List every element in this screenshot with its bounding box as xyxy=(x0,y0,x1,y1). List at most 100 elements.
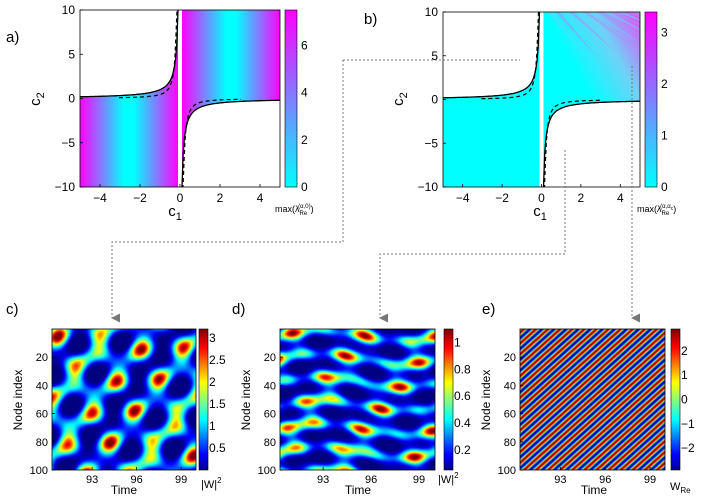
c-x-tick-label: 99 xyxy=(175,474,187,486)
panel-a-colorbar-ticks: 0 2 4 6 xyxy=(301,38,308,194)
panel-b-y-ticks: −10 −5 0 5 10 xyxy=(418,5,446,194)
panel-a-x-axis-label: c1 xyxy=(168,203,182,223)
panel-b-streaks xyxy=(548,12,640,60)
panel-a-label: a) xyxy=(6,29,19,46)
d-colorbar-tick-label: 0.8 xyxy=(454,362,471,376)
a-y-tick-label: 5 xyxy=(68,47,75,61)
panel-e-colorbar-ticks: −2 −1 0 1 2 xyxy=(681,344,695,455)
b-x-tick-label: 2 xyxy=(578,191,585,205)
b-y-tick-label: −10 xyxy=(418,180,439,194)
b-y-tick-label: −5 xyxy=(424,136,438,150)
e-y-tick-label: 100 xyxy=(498,465,516,477)
panel-d-y-axis-label: Node index xyxy=(239,370,253,431)
panel-d-colorbar-ticks: 0.2 0.4 0.6 0.8 1 xyxy=(454,335,471,456)
b-x-tick-label: 0 xyxy=(538,191,545,205)
e-y-tick-label: 60 xyxy=(504,409,516,421)
panel-a-unstable-region-lower-left xyxy=(80,10,178,187)
panel-c-x-axis-label: Time xyxy=(111,483,138,496)
d-colorbar-tick-label: 0.6 xyxy=(454,389,471,403)
c-colorbar-tick-label: 2 xyxy=(209,375,216,389)
panel-b-x-ticks: −4 −2 0 2 4 xyxy=(456,184,624,205)
panel-a-colorbar xyxy=(284,9,298,188)
a-x-tick-label: 2 xyxy=(217,191,224,205)
panel-a-y-ticks: −10 −5 0 5 10 xyxy=(55,3,83,194)
panel-a-boundary-curve-upper xyxy=(80,10,179,98)
c-colorbar-tick-label: 0.5 xyxy=(209,441,226,455)
panel-b-dashed-curve-upper xyxy=(481,12,541,100)
d-x-tick-label: 96 xyxy=(365,474,377,486)
panel-b-label: b) xyxy=(364,11,377,28)
panel-b-unstable-region-lower-left xyxy=(443,12,540,187)
a-y-tick-label: 10 xyxy=(62,3,76,17)
c-colorbar-tick-label: 3 xyxy=(209,331,216,345)
panel-d-heatmap xyxy=(280,329,435,470)
panel-d-x-ticks: 93 96 99 xyxy=(317,467,425,486)
panel-c-heatmap xyxy=(52,329,196,470)
panel-a-x-ticks: −4 −2 0 2 4 xyxy=(93,184,264,205)
e-y-tick-label: 20 xyxy=(504,352,516,364)
panel-b-streak xyxy=(562,12,608,56)
b-colorbar-tick-label: 0 xyxy=(661,180,668,194)
b-x-tick-label: 4 xyxy=(617,191,624,205)
connector-to-panel-d xyxy=(379,150,566,323)
panel-e-plot-frame xyxy=(519,328,666,471)
panel-a-dashed-curve-upper xyxy=(119,10,179,99)
panel-b-y-axis-label: c2 xyxy=(390,92,410,106)
panel-a-bifurcation-map: a) −4 −2 0 2 4 −10 −5 0 5 10 c1 c2 0 2 4 6 max(λRe(… xyxy=(6,3,314,223)
panel-b-streak xyxy=(569,12,618,54)
panel-b-streak xyxy=(583,12,638,50)
panel-d-space-time-plot: d) 93 96 99 20 40 60 80 100 Time Node index 0.… xyxy=(232,301,471,496)
c-y-tick-label: 100 xyxy=(30,465,48,477)
panel-b-streak xyxy=(590,12,640,44)
d-x-tick-label: 93 xyxy=(317,474,329,486)
d-y-tick-label: 20 xyxy=(264,352,276,364)
panel-d-label: d) xyxy=(232,301,245,318)
e-colorbar-tick-label: −2 xyxy=(681,441,695,455)
d-y-tick-label: 60 xyxy=(264,409,276,421)
e-colorbar-tick-label: 2 xyxy=(681,344,688,358)
a-y-tick-label: 0 xyxy=(68,92,75,106)
e-y-tick-label: 80 xyxy=(504,437,516,449)
e-x-tick-label: 93 xyxy=(554,474,566,486)
d-y-tick-label: 80 xyxy=(264,437,276,449)
a-colorbar-tick-label: 2 xyxy=(301,133,308,147)
panel-a-unstable-region-upper-right xyxy=(182,10,280,187)
a-x-tick-label: 4 xyxy=(257,191,264,205)
panel-c-colorbar-label: |W|2 xyxy=(201,476,222,491)
panel-b-colorbar-ticks: 0 1 2 3 xyxy=(661,26,668,194)
c-x-tick-label: 96 xyxy=(130,474,142,486)
panel-a-dashed-curve-lower xyxy=(181,98,241,187)
a-colorbar-tick-label: 0 xyxy=(301,180,308,194)
b-x-tick-label: −2 xyxy=(495,191,509,205)
panel-b-streak xyxy=(625,12,640,18)
e-x-tick-label: 96 xyxy=(599,474,611,486)
b-colorbar-tick-label: 1 xyxy=(661,129,668,143)
c-y-tick-label: 60 xyxy=(36,409,48,421)
panel-b-streak xyxy=(597,12,640,36)
panel-a-boundary-curve-lower xyxy=(181,99,280,187)
c-y-tick-label: 40 xyxy=(36,380,48,392)
panel-b-streak xyxy=(548,12,588,60)
b-y-tick-label: 5 xyxy=(431,49,438,63)
panel-e-colorbar-label: WRe xyxy=(670,481,691,495)
e-colorbar-tick-label: 1 xyxy=(681,368,688,382)
e-colorbar-tick-label: 0 xyxy=(681,393,688,407)
e-y-tick-label: 40 xyxy=(504,380,516,392)
panel-b-x-axis-label: c1 xyxy=(533,203,547,223)
c-y-tick-label: 80 xyxy=(36,437,48,449)
d-y-tick-label: 40 xyxy=(264,380,276,392)
d-colorbar-tick-label: 0.2 xyxy=(454,443,471,457)
a-y-tick-label: −10 xyxy=(55,180,76,194)
b-x-tick-label: −4 xyxy=(456,191,470,205)
c-colorbar-tick-label: 1 xyxy=(209,419,216,433)
panel-b-boundary-curve-upper xyxy=(443,12,541,99)
b-colorbar-tick-label: 3 xyxy=(661,26,668,40)
a-colorbar-tick-label: 6 xyxy=(301,38,308,52)
c-y-tick-label: 20 xyxy=(36,352,48,364)
panel-e-y-axis-label: Node index xyxy=(479,370,493,431)
connector-to-panel-c xyxy=(111,60,344,323)
c-colorbar-tick-label: 2.5 xyxy=(209,353,226,367)
a-colorbar-tick-label: 4 xyxy=(301,86,308,100)
panel-c-y-ticks: 20 40 60 80 100 xyxy=(30,352,55,477)
panel-b-streak xyxy=(604,12,640,30)
